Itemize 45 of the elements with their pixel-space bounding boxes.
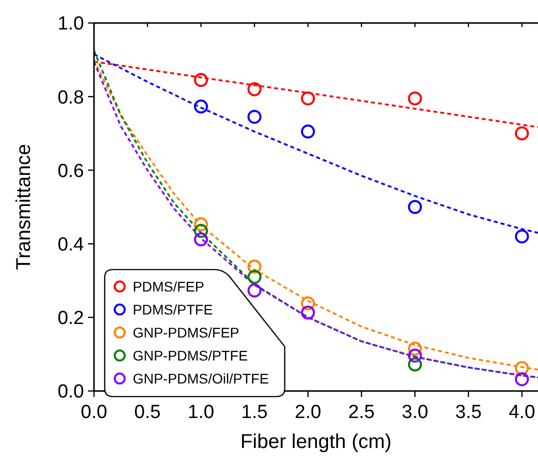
- x-tick-label: 1.5: [241, 402, 268, 423]
- x-tick-label: 2.5: [348, 402, 375, 423]
- legend-label: GNP-PDMS/FEP: [132, 324, 240, 340]
- point: [247, 270, 262, 284]
- point: [408, 200, 422, 214]
- legend-label: GNP-PDMS/PTFE: [132, 347, 248, 364]
- legend-label: GNP-PDMS/Oil/PTFE: [132, 370, 269, 386]
- point: [514, 372, 529, 386]
- x-axis-title: Fiber length (cm): [240, 431, 392, 453]
- point: [408, 91, 422, 106]
- x-tick-label: 3.0: [402, 402, 428, 423]
- point: [194, 232, 208, 246]
- x-tick-label: 1.0: [188, 402, 214, 423]
- point: [247, 82, 262, 96]
- point: [300, 124, 315, 139]
- point: [247, 260, 262, 274]
- x-tick-label: 2.0: [294, 402, 322, 423]
- point: [247, 110, 262, 124]
- point: [514, 229, 529, 244]
- point: [408, 358, 422, 372]
- x-tick-label: 0.5: [134, 402, 161, 423]
- point: [300, 91, 315, 106]
- point: [194, 73, 208, 88]
- y-tick-label: 0.0: [58, 382, 84, 403]
- legend-label: PDMS/FEP: [132, 278, 204, 294]
- point: [514, 126, 529, 140]
- x-tick-label: 0.0: [80, 402, 108, 423]
- point: [194, 100, 208, 114]
- point: [300, 296, 315, 310]
- y-tick-label: 1.0: [58, 14, 84, 35]
- point: [194, 224, 208, 238]
- point: [408, 348, 422, 363]
- point: [514, 361, 529, 376]
- y-tick-label: 0.4: [58, 234, 84, 256]
- x-tick-label: 3.5: [455, 402, 482, 423]
- point: [194, 217, 208, 232]
- point: [300, 306, 315, 320]
- legend-label: PDMS/PTFE: [132, 301, 213, 318]
- x-tick-label: 4.0: [508, 402, 536, 423]
- y-tick-label: 0.8: [58, 87, 84, 108]
- y-axis-title: Transmittance: [13, 144, 35, 270]
- y-tick-label: 0.6: [58, 160, 84, 182]
- point: [247, 284, 262, 298]
- point: [408, 342, 422, 356]
- y-tick-label: 0.2: [58, 308, 84, 330]
